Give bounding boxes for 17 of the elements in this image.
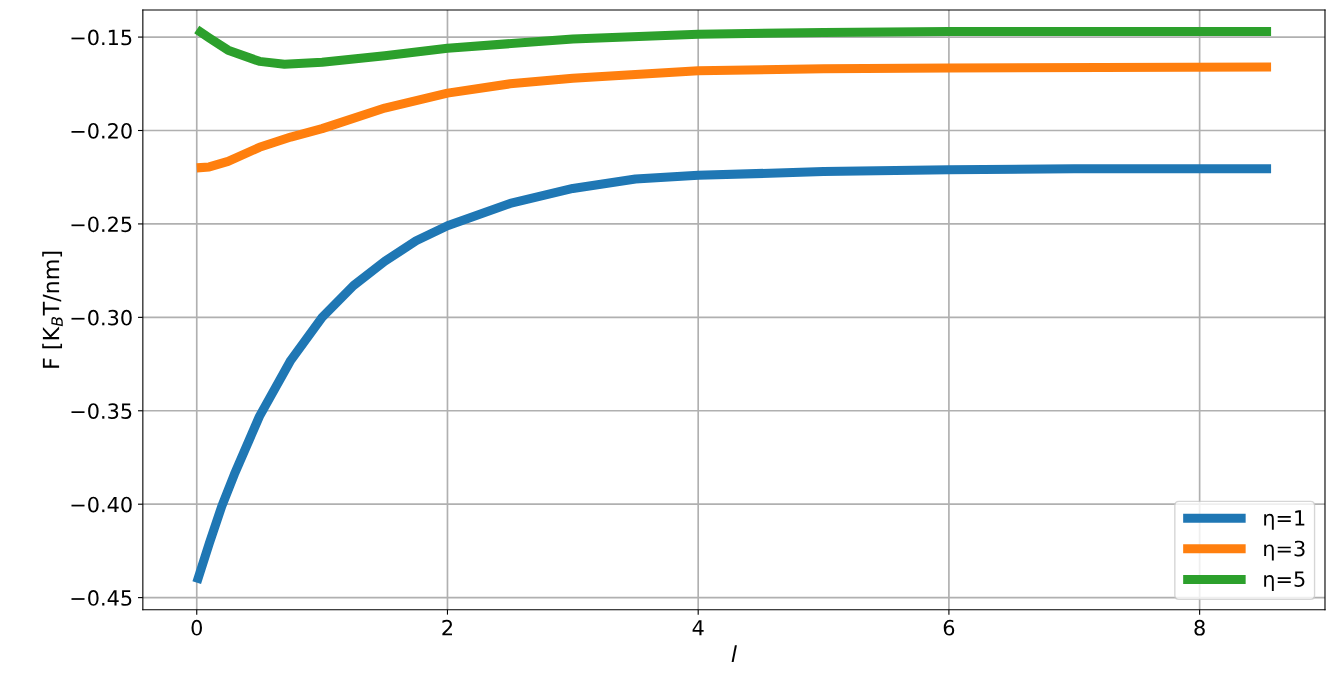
y-tick-label: −0.40 xyxy=(71,496,132,513)
legend-label: η=1 xyxy=(1264,510,1305,530)
x-axis-title: l xyxy=(731,645,737,663)
y-tick-label: −0.35 xyxy=(71,403,132,419)
legend-label: η=3 xyxy=(1264,540,1305,561)
y-tick-label: −0.15 xyxy=(71,29,132,46)
x-tick-label: 4 xyxy=(692,620,704,636)
x-tick-label: 2 xyxy=(442,619,453,636)
y-tick-label: −0.45 xyxy=(71,590,132,606)
y-tick-label: −0.30 xyxy=(71,309,132,326)
x-tick-label: 8 xyxy=(1194,619,1205,636)
x-tick-label: 0 xyxy=(191,619,202,636)
y-tick-label: −0.25 xyxy=(71,216,132,233)
legend-label: η=5 xyxy=(1264,571,1305,592)
x-tick-label: 6 xyxy=(943,619,955,636)
y-axis-title: F [K$_{B}$T/nm] xyxy=(42,251,63,368)
y-tick-label: −0.20 xyxy=(71,122,132,139)
